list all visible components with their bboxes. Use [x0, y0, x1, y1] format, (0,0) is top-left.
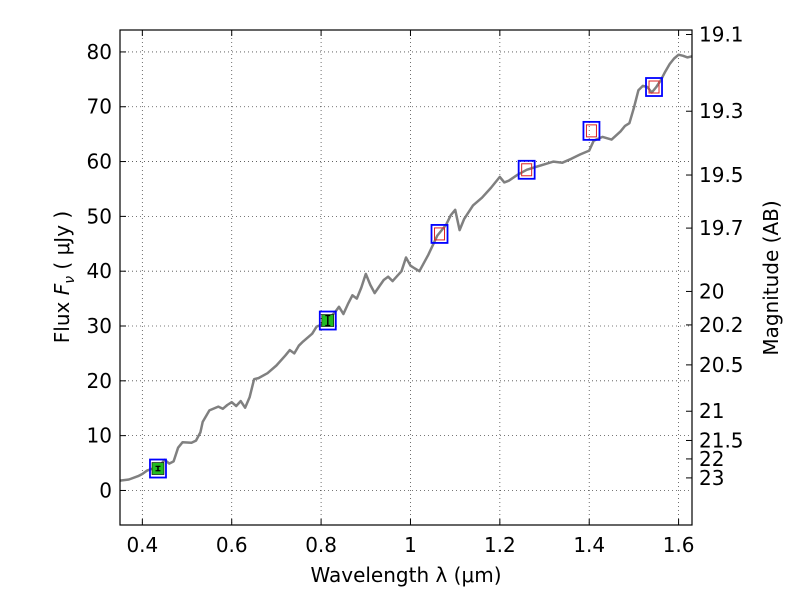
y2-tick-label: 19.3: [699, 99, 744, 123]
x-tick-label: 1.2: [484, 533, 516, 557]
model-flux-square: [582, 120, 601, 141]
y2-tick-label: 21.5: [699, 428, 744, 452]
y-axis-label-suffix: ( μJy ): [50, 211, 74, 276]
y2-tick-label: 21: [699, 399, 724, 423]
x-tick-label: 1.6: [663, 533, 695, 557]
y-axis-label-subscript: ν: [62, 276, 78, 284]
y-axis: 0 10 20 30 40 50 60 70 80: [87, 40, 126, 502]
y-tick-label: 20: [87, 369, 112, 393]
y2-tick-label: 19.5: [699, 163, 744, 187]
y-tick-label: 40: [87, 259, 112, 283]
y-tick-label: 10: [87, 424, 112, 448]
upper-limit-marker: [585, 124, 597, 138]
upper-limit-marker: [521, 163, 533, 177]
grid-lines: [120, 30, 692, 525]
y-tick-label: 50: [87, 204, 112, 228]
plot-area: [119, 53, 693, 482]
y2-axis-label: Magnitude (AB): [759, 200, 783, 355]
upper-limit-marker: [648, 80, 660, 94]
y-tick-label: 0: [99, 478, 112, 502]
x-tick-label: 0.4: [126, 533, 158, 557]
y-tick-label: 80: [87, 40, 112, 64]
model-flux-square: [430, 224, 449, 244]
model-flux-square: [517, 159, 536, 180]
x-tick-label: 0.8: [305, 533, 337, 557]
x-axis-label: Wavelength λ (μm): [310, 563, 501, 587]
y2-tick-label: 19.1: [699, 23, 744, 47]
spectrum-line: [119, 53, 693, 482]
y-tick-label: 70: [87, 95, 112, 119]
axes-frame: [119, 29, 693, 526]
y2-tick-label: 22: [699, 447, 724, 471]
y-axis-label: Flux Fν ( μJy ): [50, 211, 78, 343]
y2-tick-label: 20: [699, 279, 724, 303]
y2-tick-label: 23: [699, 466, 724, 490]
y-tick-label: 60: [87, 150, 112, 174]
y-axis-label-variable: F: [50, 283, 74, 295]
x-tick-label: 0.6: [216, 533, 248, 557]
model-flux-square: [645, 77, 663, 97]
x-tick-label: 1: [404, 533, 417, 557]
model-flux-square: [318, 310, 337, 331]
model-flux-square: [149, 458, 167, 479]
y-tick-label: 30: [87, 314, 112, 338]
y2-tick-label: 20.5: [699, 353, 744, 377]
y-axis-label-prefix: Flux: [50, 295, 74, 343]
y2-tick-label: 19.7: [699, 216, 744, 240]
upper-limit-marker: [434, 227, 446, 241]
x-axis: 0.4 0.6 0.8 1 1.2 1.4 1.6: [126, 30, 695, 557]
y2-tick-label: 20.2: [699, 313, 744, 337]
x-tick-label: 1.4: [573, 533, 605, 557]
